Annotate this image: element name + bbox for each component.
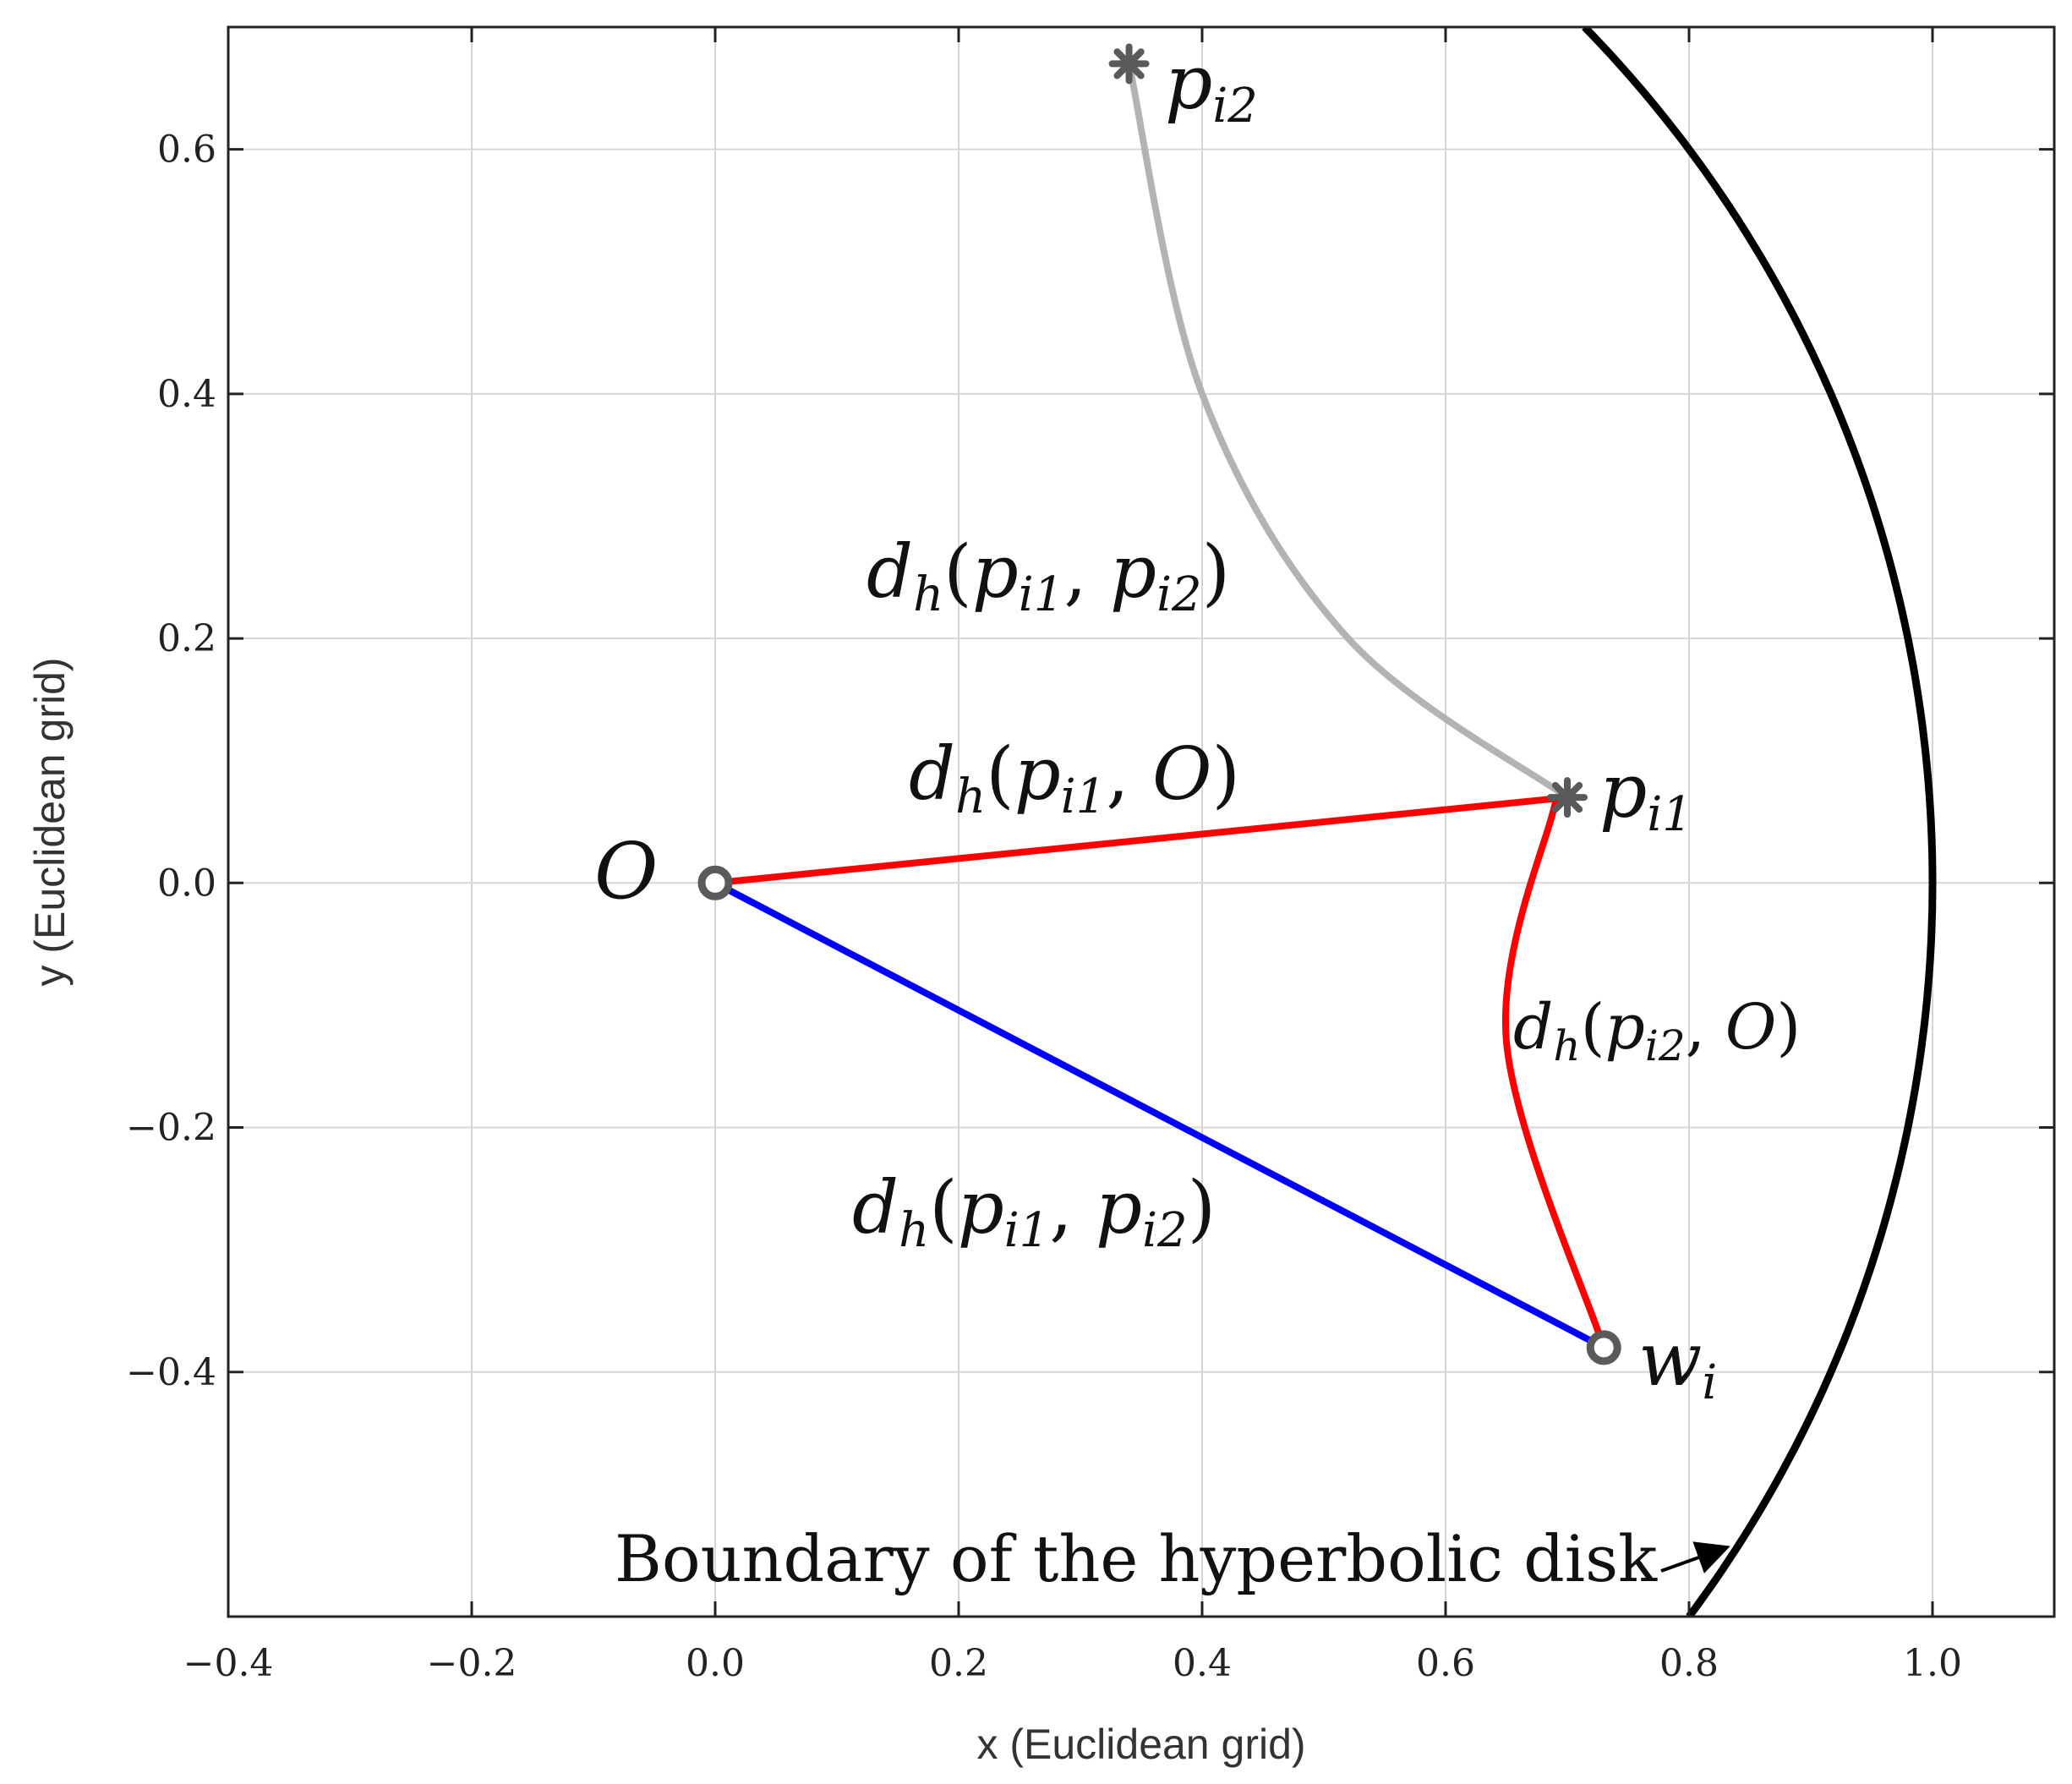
label-wi: wi bbox=[1638, 1316, 1717, 1410]
marker-o bbox=[697, 865, 733, 900]
plot-frame bbox=[227, 25, 2056, 1618]
label-dist-top: dh(pi1, pi2) bbox=[867, 530, 1230, 622]
label-dist-mid: dh(pi1, O) bbox=[909, 732, 1240, 824]
disk-boundary-arc bbox=[1582, 27, 1937, 1617]
segment-o-pi1 bbox=[714, 794, 1568, 887]
axis-ticks: −0.4 −0.2 0.0 0.2 0.4 0.6 0.8 1.0 0.6 0.4 0.2 0.0 −0… bbox=[126, 27, 2054, 1685]
y-tick-label: −0.2 bbox=[126, 1107, 216, 1150]
y-axis-label: y (Euclidean grid) bbox=[26, 657, 74, 986]
x-tick-label: −0.4 bbox=[183, 1642, 274, 1685]
y-tick-label: 0.2 bbox=[157, 617, 216, 660]
marker-stroke bbox=[1551, 781, 1583, 813]
geodesic-pi1-pi2 bbox=[1125, 60, 1571, 802]
marker-pi2 bbox=[1108, 43, 1150, 85]
x-tick-label: 0.2 bbox=[929, 1642, 988, 1685]
x-tick-label: 1.0 bbox=[1903, 1642, 1962, 1685]
plot-background bbox=[228, 27, 2054, 1617]
marker-wi bbox=[1586, 1330, 1621, 1365]
label-o: O bbox=[594, 826, 658, 917]
grid-lines bbox=[227, 27, 2054, 1617]
marker-pi1 bbox=[1547, 777, 1588, 818]
plot-contents bbox=[697, 27, 1937, 1617]
x-tick-label: 0.0 bbox=[686, 1642, 745, 1685]
label-dist-arc: dh(pi2, O) bbox=[1513, 991, 1801, 1070]
marker-stroke bbox=[1113, 48, 1145, 79]
x-tick-label: 0.4 bbox=[1173, 1642, 1232, 1685]
y-tick-label: 0.4 bbox=[157, 373, 216, 416]
x-tick-label: 0.6 bbox=[1416, 1642, 1475, 1685]
segment-o-wi bbox=[713, 879, 1606, 1351]
label-pi2: pi2 bbox=[1165, 39, 1258, 134]
label-dist-bottom: dh(pi1, pi2) bbox=[852, 1166, 1216, 1258]
x-tick-label: 0.8 bbox=[1659, 1642, 1719, 1685]
boundary-annotation-arrow bbox=[1660, 1541, 1730, 1573]
point-markers bbox=[697, 43, 1621, 1365]
y-tick-label: 0.0 bbox=[157, 862, 216, 905]
label-pi1: pi1 bbox=[1599, 747, 1692, 842]
y-tick-label: 0.6 bbox=[157, 129, 216, 172]
y-tick-label: −0.4 bbox=[126, 1351, 216, 1394]
geodesic-pi1-wi bbox=[1502, 800, 1608, 1351]
boundary-annotation: Boundary of the hyperbolic disk bbox=[615, 1521, 1658, 1596]
x-axis-label: x (Euclidean grid) bbox=[976, 1721, 1305, 1768]
x-tick-label: −0.2 bbox=[427, 1642, 517, 1685]
